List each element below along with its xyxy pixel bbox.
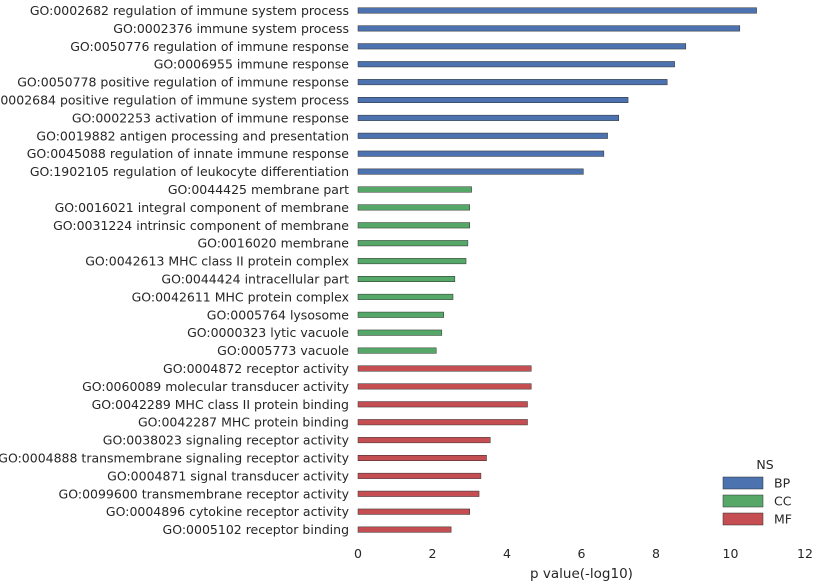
legend: NS BP CC MF — [722, 457, 792, 527]
bar-cc — [357, 311, 444, 318]
category-label: GO:0044424 intracellular part — [161, 272, 349, 287]
category-label-group: GO:0002682 regulation of immune system p… — [0, 3, 350, 537]
category-label: GO:0002684 positive regulation of immune… — [0, 93, 349, 108]
legend-swatch-mf — [722, 512, 764, 526]
legend-label-mf: MF — [774, 512, 792, 527]
bar-mf — [357, 437, 491, 444]
bar-mf — [357, 490, 480, 497]
bar-bp — [357, 79, 668, 86]
bar-cc — [357, 258, 467, 265]
bar-bp — [357, 97, 629, 103]
bar-mf — [357, 472, 482, 479]
bar-bp — [357, 61, 675, 68]
bar-mf — [357, 526, 452, 533]
category-label: GO:0002682 regulation of immune system p… — [30, 3, 349, 18]
category-label: GO:0005102 receptor binding — [163, 522, 349, 537]
bar-bp — [357, 25, 741, 32]
bar-cc — [357, 204, 470, 211]
category-label: GO:0038023 signaling receptor activity — [103, 433, 350, 448]
bar-cc — [357, 293, 454, 300]
legend-label-cc: CC — [774, 494, 792, 509]
bar-bp — [357, 114, 619, 121]
category-label: GO:0060089 molecular transducer activity — [82, 379, 350, 394]
category-label: GO:0002253 activation of immune response — [72, 110, 349, 125]
x-axis-title: p value(-log10) — [530, 566, 633, 582]
bar-mf — [357, 401, 528, 408]
legend-title: NS — [756, 457, 773, 472]
x-tick-label: 8 — [652, 546, 660, 561]
category-label: GO:0016021 integral component of membran… — [55, 200, 350, 215]
x-tick-label: 2 — [429, 546, 437, 561]
bar-group — [357, 7, 757, 533]
bar-cc — [357, 222, 470, 229]
category-label: GO:0045088 regulation of innate immune r… — [27, 146, 350, 161]
bar-mf — [357, 455, 487, 461]
x-tick-label: 12 — [797, 546, 813, 561]
category-label: GO:0004871 signal transducer activity — [107, 468, 349, 483]
category-label: GO:0042613 MHC class II protein complex — [85, 254, 349, 269]
category-label: GO:0006955 immune response — [154, 57, 350, 72]
bar-bp — [357, 168, 584, 175]
legend-label-bp: BP — [774, 476, 791, 491]
bar-cc — [357, 347, 437, 354]
category-label: GO:0099600 transmembrane receptor activi… — [59, 486, 350, 501]
bar-cc — [357, 186, 472, 193]
x-tick-group: 0 2 4 6 8 10 12 — [354, 546, 813, 561]
category-label: GO:0050776 regulation of immune response — [70, 39, 349, 54]
category-label: GO:0042287 MHC protein binding — [138, 415, 349, 430]
legend-swatch-bp — [722, 476, 764, 490]
category-label: GO:0042611 MHC protein complex — [132, 289, 349, 304]
bar-cc — [357, 240, 469, 247]
x-tick-label: 6 — [578, 546, 586, 561]
bar-mf — [357, 365, 532, 372]
x-tick-label: 10 — [723, 546, 739, 561]
x-tick-label: 0 — [354, 546, 362, 561]
category-label: GO:1902105 regulation of leukocyte diffe… — [30, 164, 349, 179]
bar-cc — [357, 329, 443, 336]
bar-bp — [357, 150, 605, 157]
bar-mf — [357, 419, 528, 426]
legend-swatch-cc — [722, 494, 764, 508]
x-tick-label: 4 — [503, 546, 511, 561]
category-label: GO:0031224 intrinsic component of membra… — [53, 218, 349, 233]
bar-cc — [357, 276, 456, 282]
bar-bp — [357, 132, 608, 139]
bar-bp — [357, 7, 757, 14]
category-label: GO:0004896 cytokine receptor activity — [106, 504, 350, 519]
category-label: GO:0042289 MHC class II protein binding — [92, 397, 349, 412]
bar-bp — [357, 43, 687, 50]
category-label: GO:0016020 membrane — [197, 236, 349, 251]
category-label: GO:0000323 lytic vacuole — [187, 325, 349, 340]
bar-mf — [357, 508, 470, 515]
bar-mf — [357, 383, 532, 390]
category-label: GO:0044425 membrane part — [168, 182, 349, 197]
category-label: GO:0019882 antigen processing and presen… — [36, 128, 349, 143]
category-label: GO:0050778 positive regulation of immune… — [17, 75, 349, 90]
category-label: GO:0004888 transmembrane signaling recep… — [0, 451, 350, 466]
category-label: GO:0005773 vacuole — [217, 343, 349, 358]
category-label: GO:0002376 immune system process — [113, 21, 349, 36]
category-label: GO:0004872 receptor activity — [163, 361, 350, 376]
category-label: GO:0005764 lysosome — [207, 307, 350, 322]
